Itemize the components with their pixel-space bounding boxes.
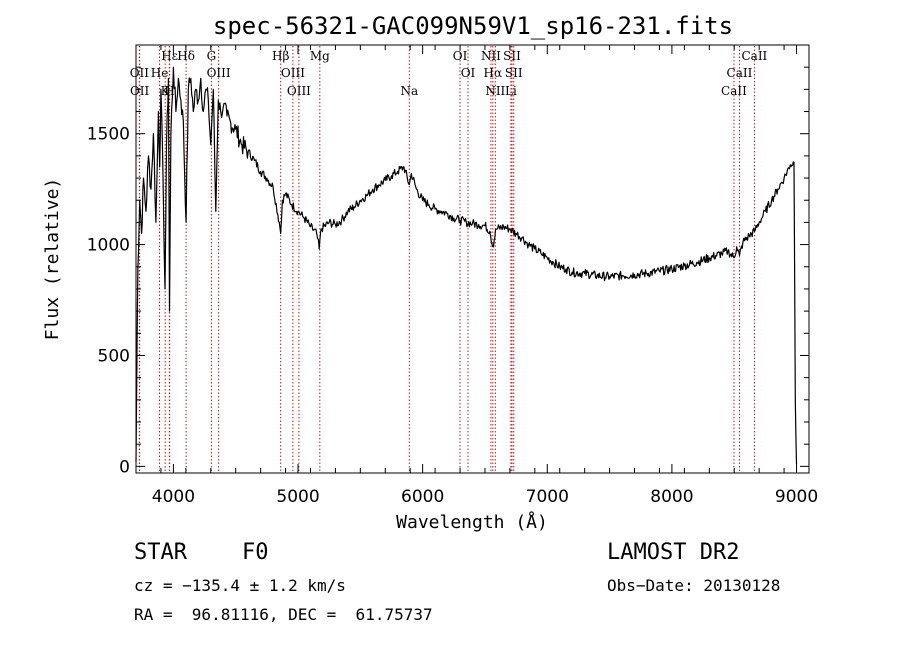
x-tick-label: 7000 — [526, 487, 569, 507]
object-class: STAR — [134, 540, 187, 565]
axis-ticks: 4000 5000 6000 7000 8000 9000 0 500 1000 1500 — [87, 45, 818, 507]
spectral-line-label: OII — [130, 66, 150, 80]
y-tick-label: 0 — [119, 457, 130, 477]
y-tick-label: 1500 — [87, 125, 130, 145]
chart-title: spec-56321-GAC099N59V1_sp16-231.fits — [213, 12, 733, 40]
ra-dec-coordinates: RA = 96.81116, DEC = 61.75737 — [134, 605, 433, 624]
redshift-velocity: cz = −135.4 ± 1.2 km/s — [134, 576, 346, 595]
spectral-line-label: SII — [503, 49, 521, 63]
spectral-line-label: NII — [481, 49, 501, 63]
spectral-line-label: CaII — [721, 84, 747, 98]
spectral-line-label: He — [151, 66, 169, 80]
x-tick-label: 4000 — [152, 487, 195, 507]
survey-name: LAMOST DR2 — [607, 540, 740, 565]
spectral-line-label: OII — [130, 84, 150, 98]
x-tick-label: 9000 — [775, 487, 818, 507]
spectral-line-label: Li — [505, 84, 517, 98]
x-tick-label: 5000 — [276, 487, 319, 507]
object-subclass: F0 — [242, 540, 269, 565]
spectral-line-label: Mg — [310, 49, 330, 63]
spectral-line-label: OIII — [207, 66, 231, 80]
spectral-line-label: Hβ — [272, 49, 289, 63]
spectral-line-label: OIII — [287, 84, 311, 98]
spectral-line-label: CaII — [741, 49, 767, 63]
spectral-line-label: H — [164, 84, 174, 98]
spectral-line-label: OIII — [281, 66, 305, 80]
spectral-line-label: Hα — [484, 66, 503, 80]
spectral-line-label: Na — [400, 84, 418, 98]
y-tick-label: 500 — [98, 346, 130, 366]
spectrum-series-line — [135, 66, 798, 465]
spectral-line-label: G — [207, 49, 217, 63]
spectral-line-label: SII — [505, 66, 523, 80]
spectral-line-label: K — [161, 84, 171, 98]
plot-frame — [135, 44, 810, 474]
x-tick-label: 8000 — [650, 487, 693, 507]
x-axis-label: Wavelength (Å) — [396, 511, 548, 533]
spectral-line-label: Hδ — [177, 49, 195, 63]
x-tick-label: 6000 — [401, 487, 444, 507]
spectral-line-label: OI — [453, 49, 468, 63]
y-axis-label: Flux (relative) — [42, 178, 63, 341]
spectral-line-label: OI — [461, 66, 476, 80]
observation-date: Obs−Date: 20130128 — [607, 576, 781, 595]
y-tick-label: 1000 — [87, 236, 130, 256]
spectral-line-label: CaII — [727, 66, 753, 80]
spectral-line-label: NII — [485, 84, 505, 98]
